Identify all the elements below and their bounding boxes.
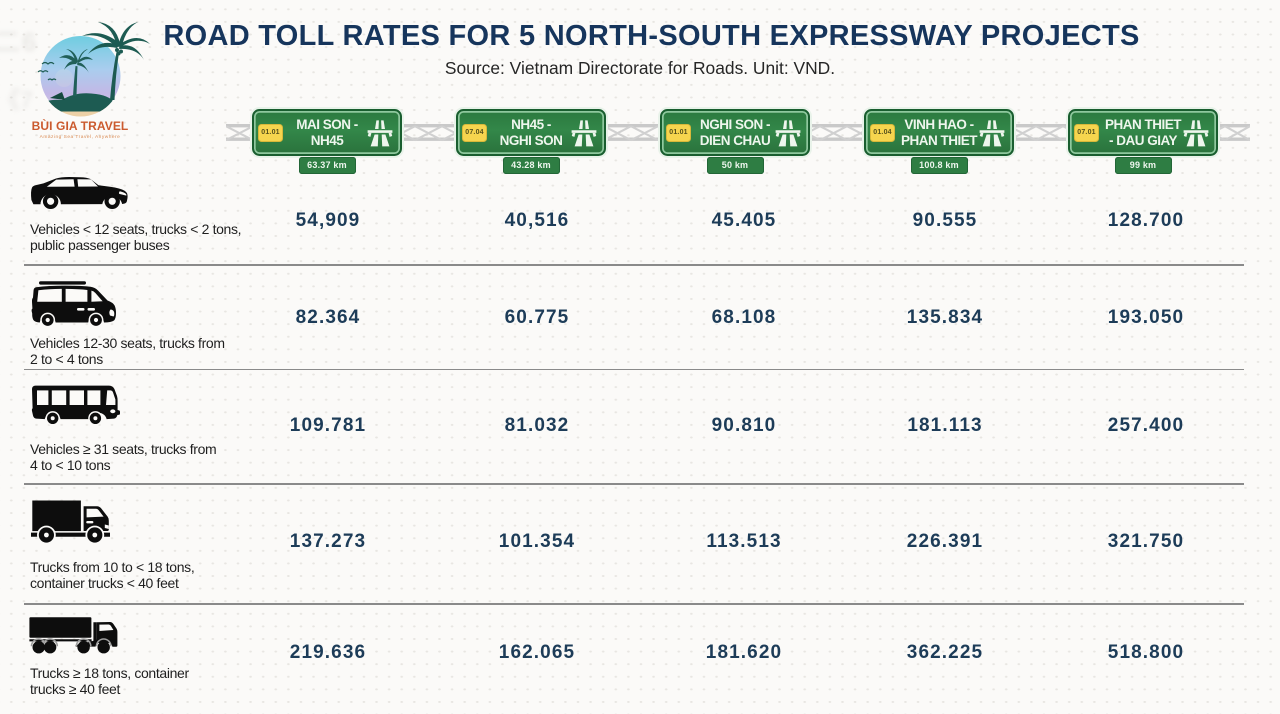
svg-text:BÙI GIA TRAVEL: BÙI GIA TRAVEL (32, 118, 129, 133)
svg-text:Amazing Sea Travel, Anywhere: Amazing Sea Travel, Anywhere (40, 134, 121, 140)
